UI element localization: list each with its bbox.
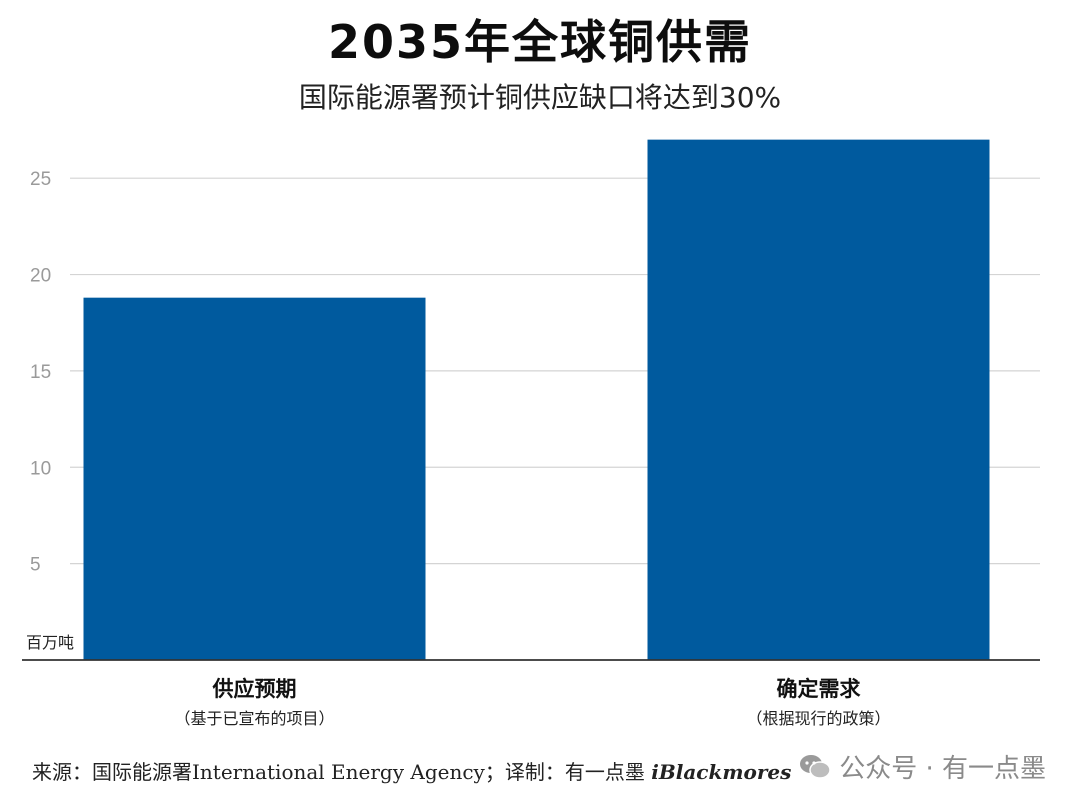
y-tick-label: 10 <box>30 458 51 479</box>
y-axis-unit: 百万吨 <box>26 633 74 652</box>
watermark: 公众号 · 有一点墨 <box>799 748 1046 785</box>
chat-bubbles-icon <box>800 754 831 779</box>
y-tick-label: 5 <box>30 555 41 576</box>
category-label: 确定需求 <box>777 677 861 701</box>
bar-1 <box>83 297 426 660</box>
y-tick-label: 20 <box>30 266 51 287</box>
y-tick-label: 15 <box>30 362 51 383</box>
source-note: 来源：国际能源署International Energy Agency；译制：有… <box>32 756 791 785</box>
bar-2 <box>647 139 990 661</box>
category-note: （根据现行的政策） <box>746 709 890 728</box>
chart-title: 2035年全球铜供需 <box>327 15 753 69</box>
category-note: （基于已宣布的项目） <box>174 709 334 728</box>
chart-subtitle: 国际能源署预计铜供应缺口将达到30% <box>298 81 782 114</box>
y-tick-label: 25 <box>30 169 51 190</box>
source-text: 来源：国际能源署International Energy Agency；译制：有… <box>32 760 645 784</box>
category-label: 供应预期 <box>212 677 297 701</box>
source-brand: iBlackmores <box>651 760 792 784</box>
watermark-text: 公众号 · 有一点墨 <box>839 754 1046 784</box>
